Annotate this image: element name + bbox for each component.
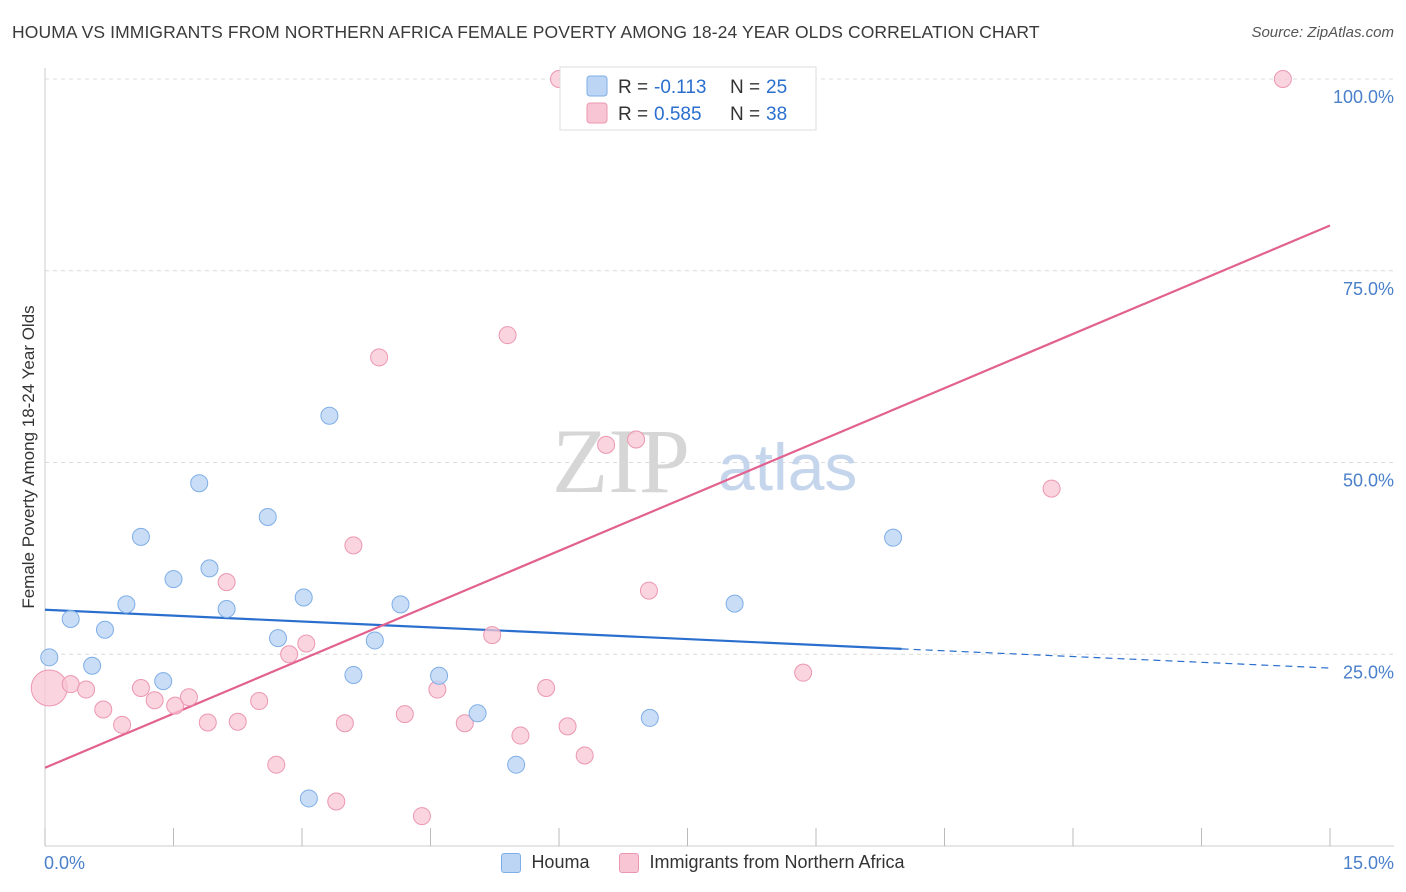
x-tick-label-max: 15.0% — [1343, 853, 1394, 873]
point-immigrants-5 — [131, 678, 150, 697]
chart-title: HOUMA VS IMMIGRANTS FROM NORTHERN AFRICA… — [12, 22, 1040, 42]
y-axis-label: Female Poverty Among 18-24 Year Olds — [19, 305, 38, 608]
point-houma-12 — [269, 629, 288, 648]
point-houma-17 — [365, 631, 384, 650]
point-immigrants-4 — [113, 715, 132, 734]
point-immigrants-13 — [267, 755, 286, 774]
point-immigrants-7 — [166, 696, 185, 715]
bottom-legend-item-immigrants: Immigrants from Northern Africa — [619, 852, 905, 873]
legend-r-label-houma: R = — [618, 77, 648, 98]
point-houma-16 — [344, 665, 363, 684]
point-houma-11 — [258, 507, 277, 526]
point-immigrants-27 — [537, 678, 556, 697]
point-immigrants-11 — [228, 712, 247, 731]
point-immigrants-8 — [179, 688, 198, 707]
point-immigrants-10 — [217, 573, 236, 592]
point-immigrants-1 — [61, 675, 80, 694]
point-immigrants-26 — [511, 726, 530, 745]
legend-n-value-immigrants: 38 — [766, 104, 787, 125]
point-houma-21 — [507, 755, 526, 774]
legend-r-value-immigrants: 0.585 — [654, 104, 702, 125]
point-houma-6 — [154, 672, 173, 691]
bottom-legend-item-houma: Houma — [501, 852, 589, 873]
legend-r-value-houma: -0.113 — [654, 77, 706, 98]
y-tick-label-1: 50.0% — [1343, 471, 1394, 491]
point-immigrants-25 — [498, 326, 517, 345]
point-houma-13 — [294, 588, 313, 607]
point-immigrants-37 — [1273, 70, 1292, 88]
point-houma-4 — [117, 595, 136, 614]
legend-n-label-houma: N = — [730, 77, 760, 98]
point-immigrants-2 — [77, 680, 96, 699]
point-immigrants-0 — [30, 669, 68, 707]
bottom-legend-label-immigrants: Immigrants from Northern Africa — [649, 852, 905, 872]
point-immigrants-12 — [250, 692, 269, 711]
point-immigrants-3 — [94, 700, 113, 719]
scatter-points — [30, 70, 1292, 826]
point-immigrants-20 — [395, 705, 414, 724]
point-immigrants-18 — [344, 536, 363, 555]
point-houma-3 — [95, 620, 114, 639]
point-houma-0 — [40, 648, 59, 667]
point-houma-7 — [164, 570, 183, 589]
point-houma-18 — [391, 595, 410, 614]
legend-r-label-immigrants: R = — [618, 104, 648, 125]
trend-line-immigrants — [44, 224, 1331, 769]
point-immigrants-14 — [280, 645, 299, 664]
point-houma-1 — [61, 609, 80, 628]
point-immigrants-31 — [597, 435, 616, 454]
point-houma-15 — [320, 406, 339, 425]
axes — [44, 68, 1394, 847]
point-immigrants-17 — [335, 714, 354, 733]
gridlines — [45, 78, 1394, 655]
point-immigrants-23 — [455, 714, 474, 733]
point-houma-24 — [884, 528, 903, 547]
legend: R = -0.113 N = 25 R = 0.585 N = 38 — [559, 66, 817, 131]
point-houma-10 — [217, 599, 236, 618]
point-immigrants-30 — [575, 746, 594, 765]
bottom-legend-label-houma: Houma — [531, 852, 590, 872]
point-immigrants-15 — [297, 634, 316, 653]
point-houma-23 — [725, 594, 744, 613]
point-immigrants-6 — [145, 691, 164, 710]
point-immigrants-35 — [794, 663, 813, 682]
legend-n-value-houma: 25 — [766, 77, 787, 98]
legend-n-label-immigrants: N = — [730, 104, 760, 125]
y-tick-labels: 25.0% 50.0% 75.0% 100.0% — [1333, 87, 1394, 682]
y-tick-label-0: 25.0% — [1343, 662, 1394, 682]
trend-lines — [44, 224, 1331, 769]
bottom-legend-swatch-immigrants — [619, 852, 640, 873]
point-houma-2 — [83, 656, 102, 675]
y-tick-label-3: 100.0% — [1333, 87, 1394, 107]
bottom-legend-swatch-houma — [501, 852, 522, 873]
point-immigrants-36 — [1042, 479, 1061, 498]
point-immigrants-32 — [627, 430, 646, 449]
watermark-atlas: atlas — [718, 430, 857, 504]
legend-swatch-houma — [586, 75, 608, 97]
source-credit: Source: ZipAtlas.com — [1251, 24, 1394, 41]
point-immigrants-16 — [327, 792, 346, 811]
trend-line-houma-extension — [901, 648, 1331, 669]
point-immigrants-21 — [412, 807, 431, 826]
point-immigrants-33 — [639, 581, 658, 600]
point-houma-22 — [640, 708, 659, 727]
y-tick-label-2: 75.0% — [1343, 279, 1394, 299]
point-houma-20 — [468, 704, 487, 723]
point-houma-9 — [200, 559, 219, 578]
point-immigrants-9 — [198, 713, 217, 732]
point-houma-5 — [131, 527, 150, 546]
watermark: ZIP atlas — [552, 410, 857, 512]
point-houma-8 — [190, 474, 209, 493]
point-houma-19 — [430, 666, 449, 685]
point-houma-14 — [299, 789, 318, 808]
point-immigrants-24 — [483, 626, 502, 645]
point-immigrants-29 — [558, 717, 577, 736]
trend-line-houma — [44, 608, 902, 650]
x-tick-label-min: 0.0% — [44, 853, 85, 873]
watermark-zip: ZIP — [552, 410, 690, 512]
legend-swatch-immigrants — [586, 102, 608, 124]
bottom-legend: Houma Immigrants from Northern Africa — [0, 852, 1406, 873]
point-immigrants-19 — [370, 348, 389, 367]
